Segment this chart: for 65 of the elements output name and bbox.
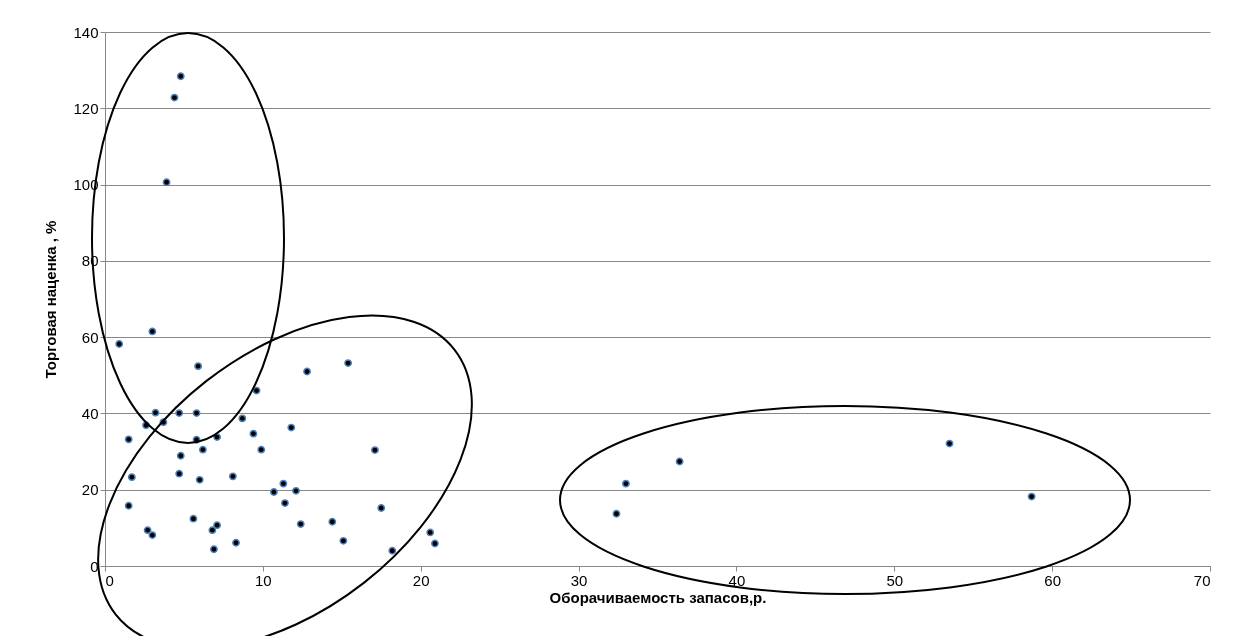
point — [151, 408, 160, 417]
point — [1027, 492, 1036, 501]
point — [287, 423, 296, 432]
point — [675, 457, 684, 466]
y-tick-label: 20 — [81, 481, 99, 499]
point — [127, 473, 136, 482]
point — [344, 359, 353, 367]
point — [249, 429, 258, 438]
point — [148, 531, 157, 540]
point — [175, 469, 184, 478]
point — [208, 526, 217, 535]
point — [170, 93, 179, 102]
point — [210, 545, 218, 554]
point — [176, 451, 185, 460]
point — [195, 475, 204, 484]
x-tick-label: 10 — [255, 571, 272, 589]
x-tick-label: 40 — [728, 571, 746, 589]
point — [257, 445, 266, 454]
point — [143, 526, 152, 535]
x-tick-label: 20 — [412, 571, 430, 589]
x-tick-label: 70 — [1193, 571, 1211, 589]
point — [175, 409, 184, 417]
point — [388, 546, 397, 555]
point — [945, 439, 954, 448]
point — [252, 386, 261, 395]
point — [281, 499, 289, 507]
point — [115, 340, 124, 348]
point — [622, 479, 630, 488]
point — [232, 538, 240, 547]
y-axis-title: Торговая наценка , % — [42, 220, 60, 379]
point — [303, 367, 311, 376]
point — [377, 504, 386, 512]
point — [124, 501, 133, 510]
point — [124, 435, 133, 444]
point — [162, 178, 171, 187]
point — [148, 327, 157, 336]
point — [339, 536, 348, 545]
y-tick-label: 0 — [90, 557, 99, 575]
y-tick-label: 120 — [73, 99, 99, 117]
point — [189, 514, 198, 523]
point — [213, 433, 221, 441]
point — [176, 72, 185, 81]
point — [279, 479, 288, 488]
point — [198, 445, 207, 454]
point — [238, 414, 247, 423]
point — [213, 521, 221, 530]
point — [426, 528, 435, 537]
x-tick-label: 0 — [105, 571, 114, 589]
x-tick-label: 60 — [1044, 571, 1061, 589]
point — [192, 409, 201, 417]
point — [194, 362, 203, 371]
x-axis-title: Оборачиваемость запасов,р. — [549, 588, 767, 606]
point — [296, 520, 305, 528]
point — [292, 486, 300, 495]
point — [328, 517, 337, 526]
point — [228, 472, 237, 481]
y-tick-label: 140 — [73, 23, 99, 41]
point — [371, 446, 379, 454]
y-tick-label: 60 — [81, 328, 99, 346]
x-tick-label: 50 — [886, 571, 904, 589]
point — [612, 509, 621, 518]
point — [431, 539, 439, 548]
y-tick-label: 40 — [81, 404, 99, 422]
point — [270, 488, 278, 496]
x-tick-label: 30 — [570, 571, 588, 589]
